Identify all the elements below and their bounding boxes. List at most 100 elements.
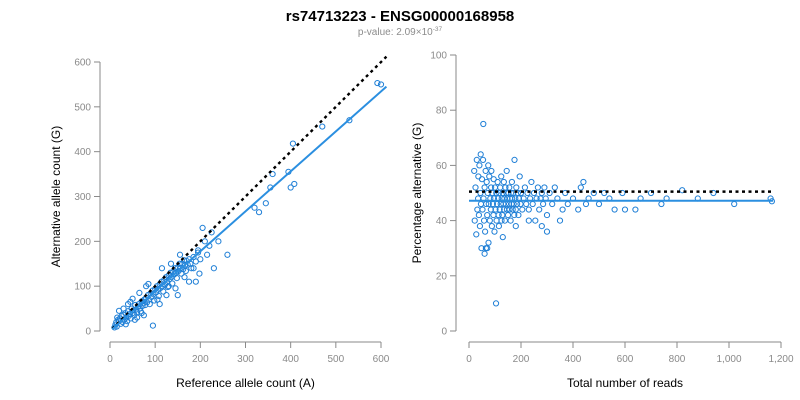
left-y-axis-title: Alternative allele count (G) — [49, 126, 63, 267]
left-data-point — [192, 278, 199, 285]
right-data-point — [528, 178, 535, 186]
left-data-point — [291, 180, 298, 188]
right-data-point — [507, 217, 514, 224]
right-data-point — [590, 189, 597, 197]
right-data-point — [483, 178, 490, 186]
right-data-point — [486, 173, 493, 180]
right-data-point — [529, 200, 536, 208]
right-data-point — [481, 184, 488, 191]
left-data-point — [169, 280, 176, 287]
left-data-point — [145, 280, 152, 288]
right-data-point — [601, 189, 608, 197]
right-data-point — [479, 156, 487, 163]
right-data-point — [489, 189, 496, 197]
left-data-point — [136, 289, 143, 296]
right-data-point — [473, 231, 480, 238]
right-y-tick-label: 40 — [436, 216, 448, 227]
right-data-point — [482, 167, 489, 175]
right-data-point — [491, 184, 499, 191]
right-data-point — [481, 250, 488, 257]
left-y-tick-label: 500 — [74, 102, 91, 113]
right-x-axis-title: Total number of reads — [567, 376, 683, 390]
right-data-point — [575, 206, 582, 213]
right-data-point — [474, 206, 481, 213]
left-y-tick-label: 400 — [74, 147, 91, 158]
right-data-point — [541, 184, 548, 191]
left-data-point — [377, 81, 385, 88]
right-data-point — [506, 184, 513, 191]
right-data-point — [513, 184, 520, 191]
right-x-tick-label: 800 — [669, 354, 686, 365]
right-data-point — [658, 200, 665, 208]
left-y-tick-label: 600 — [74, 58, 91, 69]
right-data-point — [519, 206, 526, 213]
left-data-point — [287, 184, 294, 191]
right-data-point — [530, 189, 538, 197]
right-data-point — [488, 184, 495, 191]
left-data-point — [160, 288, 167, 295]
right-data-point — [498, 173, 505, 180]
right-data-point — [484, 189, 491, 197]
left-x-tick-label: 300 — [237, 354, 254, 365]
right-data-point — [484, 245, 491, 252]
right-data-point — [488, 223, 495, 230]
left-data-point — [374, 79, 381, 87]
right-data-point — [551, 184, 558, 191]
right-data-point — [485, 239, 492, 246]
left-x-tick-label: 500 — [327, 354, 344, 365]
left-data-point — [182, 267, 189, 275]
right-data-point — [536, 206, 543, 213]
left-data-point — [185, 278, 193, 285]
left-data-point — [122, 321, 129, 328]
left-data-point — [131, 316, 138, 323]
right-data-point — [516, 173, 523, 180]
right-data-point — [475, 211, 482, 219]
right-data-point — [532, 217, 539, 224]
right-data-point — [493, 217, 500, 224]
right-data-point — [564, 200, 571, 208]
left-data-point — [115, 307, 123, 314]
right-data-point — [525, 206, 532, 213]
left-data-point — [181, 274, 188, 281]
left-data-point — [190, 265, 197, 272]
right-data-point — [524, 189, 531, 197]
right-data-point — [710, 189, 717, 197]
right-data-point — [488, 167, 495, 175]
pvalue-base: 10 — [422, 27, 434, 38]
right-data-point — [478, 176, 486, 183]
right-x-tick-label: 600 — [617, 354, 634, 365]
right-data-point — [479, 206, 486, 213]
left-data-point — [196, 270, 203, 277]
right-data-point — [611, 206, 618, 213]
right-data-point — [506, 206, 513, 213]
right-data-point — [485, 162, 492, 169]
right-data-point — [534, 184, 542, 191]
right-data-point — [471, 217, 478, 224]
right-data-point — [580, 178, 587, 186]
right-data-point — [471, 167, 478, 175]
left-data-point — [269, 170, 276, 178]
right-data-point — [508, 178, 515, 186]
left-fit-line — [111, 85, 388, 330]
left-data-point — [172, 285, 179, 292]
right-y-tick-label: 100 — [430, 51, 447, 62]
left-x-tick-label: 0 — [107, 354, 113, 365]
chart-subtitle-pvalue: p-value: 2.09×10-37 — [358, 26, 443, 38]
right-data-point — [517, 200, 524, 208]
right-data-point — [549, 200, 556, 208]
right-data-point — [525, 217, 532, 224]
right-y-tick-label: 80 — [436, 106, 448, 117]
right-data-point — [480, 120, 487, 128]
left-data-point — [164, 283, 171, 291]
left-y-tick-label: 0 — [85, 327, 91, 338]
right-data-point — [521, 184, 529, 191]
left-data-point — [165, 283, 172, 290]
right-data-point — [515, 211, 522, 219]
left-y-tick-label: 300 — [74, 192, 91, 203]
right-y-tick-label: 60 — [436, 161, 448, 172]
right-scatter-panel: 0 20 40 60 80 100 0 200 400 600 800 1,000 1,200 Total… — [410, 51, 794, 391]
right-data-point — [497, 184, 504, 191]
left-data-point — [151, 297, 158, 304]
right-y-axis-title: Percentage alternative (G) — [410, 123, 424, 264]
